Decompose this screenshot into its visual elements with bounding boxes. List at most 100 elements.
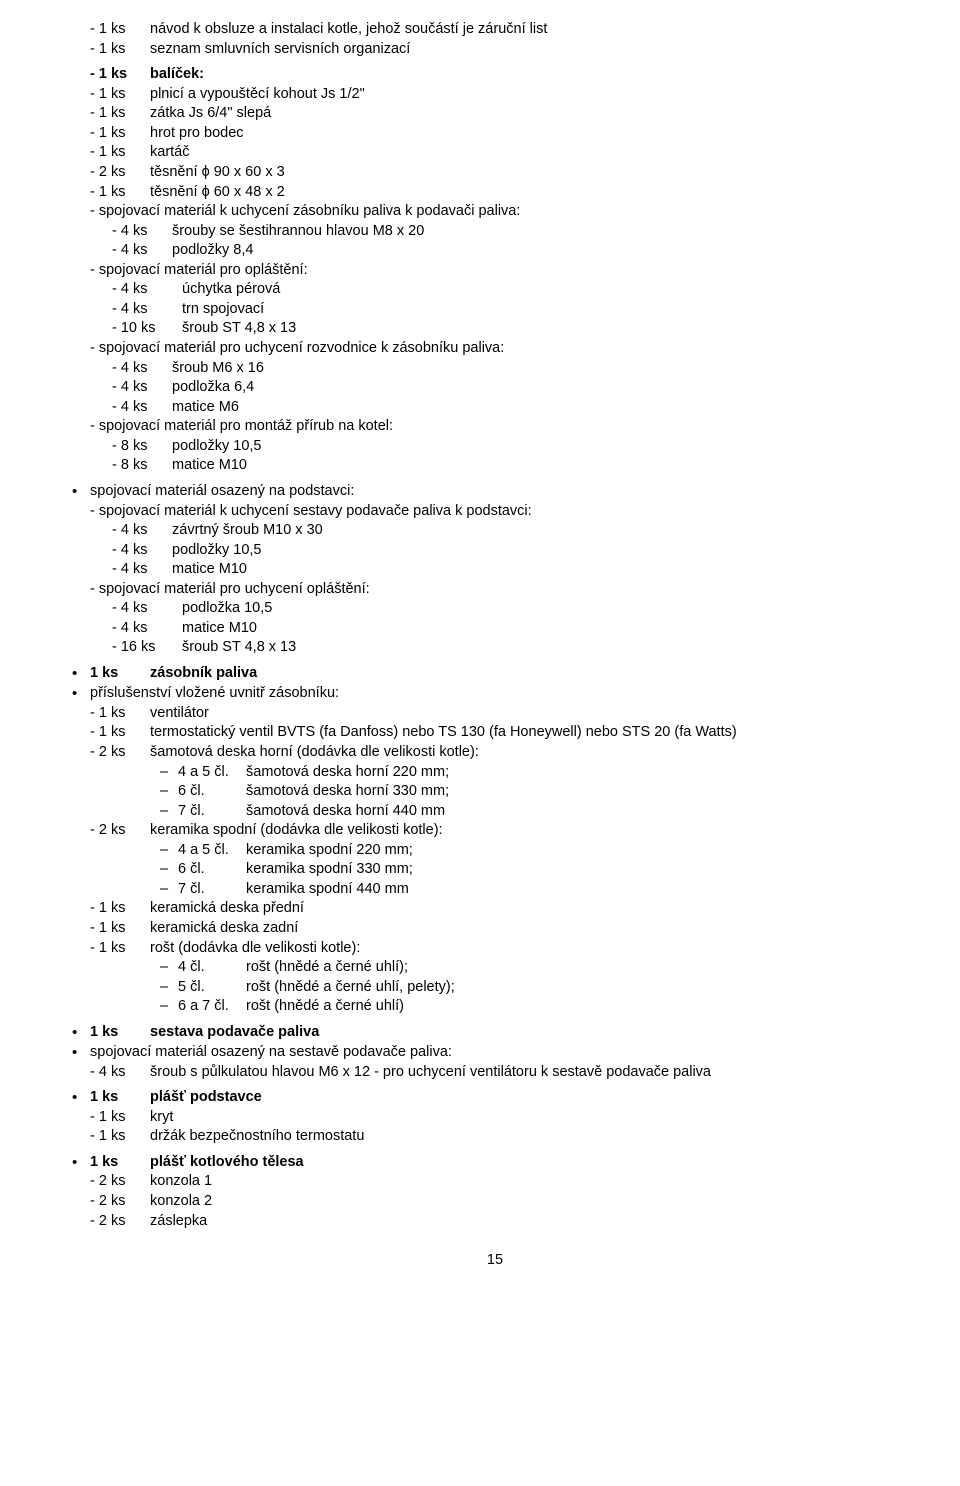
bullet-icon: •: [72, 1088, 90, 1108]
list-item: - 2 kskeramika spodní (dodávka dle velik…: [90, 821, 900, 841]
qty: - 4 ks: [90, 521, 172, 541]
desc: matice M6: [172, 398, 900, 418]
desc: kryt: [150, 1108, 900, 1128]
bullet-head: spojovací materiál osazený na sestavě po…: [90, 1043, 900, 1063]
qty: - 1 ks: [90, 919, 150, 939]
dash-icon: –: [160, 763, 178, 783]
sub-item: –4 čl.rošt (hnědé a černé uhlí);: [160, 958, 900, 978]
bullet-item: • spojovací materiál osazený na podstavc…: [72, 482, 900, 658]
list-item: - 4 kszávrtný šroub M10 x 30: [90, 521, 900, 541]
section-head: - spojovací materiál pro uchycení oplášt…: [90, 580, 900, 600]
qty: - 1 ks: [90, 939, 150, 959]
bullet-item: • 1 ks zásobník paliva: [72, 664, 900, 684]
desc: podložky 10,5: [172, 437, 900, 457]
qty: - 1 ks: [90, 1108, 150, 1128]
sub-qty: 4 a 5 čl.: [178, 763, 246, 783]
desc: zásobník paliva: [150, 664, 900, 684]
sub-item: –4 a 5 čl.keramika spodní 220 mm;: [160, 841, 900, 861]
bullet-item: • 1 ks sestava podavače paliva: [72, 1023, 900, 1043]
list-item: - 4 ksmatice M10: [90, 560, 900, 580]
sub-qty: 6 čl.: [178, 860, 246, 880]
desc: kartáč: [150, 143, 900, 163]
qty: - 4 ks: [90, 619, 182, 639]
desc: termostatický ventil BVTS (fa Danfoss) n…: [150, 723, 900, 743]
list-item: - 1 ks návod k obsluze a instalaci kotle…: [90, 20, 900, 40]
desc: těsnění ϕ 90 x 60 x 3: [150, 163, 900, 183]
qty: - 4 ks: [90, 241, 172, 261]
page-number: 15: [90, 1251, 900, 1271]
list-item: - 4 ksšroub s půlkulatou hlavou M6 x 12 …: [90, 1063, 900, 1083]
qty: - 2 ks: [90, 1192, 150, 1212]
desc: matice M10: [172, 456, 900, 476]
sub-desc: keramika spodní 330 mm;: [246, 860, 900, 880]
qty: - 1 ks: [90, 1127, 150, 1147]
desc: seznam smluvních servisních organizací: [150, 40, 900, 60]
list-item: - 2 kszáslepka: [90, 1212, 900, 1232]
desc: úchytka pérová: [182, 280, 900, 300]
qty: - 1 ks: [90, 704, 150, 724]
section-head: - spojovací materiál pro opláštění:: [90, 261, 900, 281]
qty: - 1 ks: [90, 183, 150, 203]
desc: záslepka: [150, 1212, 900, 1232]
sub-qty: 7 čl.: [178, 802, 246, 822]
list-item: - 1 kskeramická deska přední: [90, 899, 900, 919]
desc: podložky 10,5: [172, 541, 900, 561]
desc: sestava podavače paliva: [150, 1023, 900, 1043]
dash-icon: –: [160, 841, 178, 861]
desc: matice M10: [182, 619, 900, 639]
bullet-icon: •: [72, 482, 90, 502]
qty: 1 ks: [90, 664, 150, 684]
list-item: - 1 kskeramická deska zadní: [90, 919, 900, 939]
qty: - 1 ks: [90, 899, 150, 919]
list-item: - 2 kstěsnění ϕ 90 x 60 x 3: [90, 163, 900, 183]
desc: rošt (dodávka dle velikosti kotle):: [150, 939, 900, 959]
dash-icon: –: [160, 802, 178, 822]
list-item: - 4 kspodložky 8,4: [90, 241, 900, 261]
sub-qty: 4 a 5 čl.: [178, 841, 246, 861]
list-item: - 1 kskartáč: [90, 143, 900, 163]
sub-desc: rošt (hnědé a černé uhlí, pelety);: [246, 978, 900, 998]
qty: - 8 ks: [90, 437, 172, 457]
bullet-head: příslušenství vložené uvnitř zásobníku:: [90, 684, 900, 704]
desc: podložka 10,5: [182, 599, 900, 619]
sub-qty: 6 čl.: [178, 782, 246, 802]
sub-desc: šamotová deska horní 220 mm;: [246, 763, 900, 783]
list-item: - 4 kspodložka 10,5: [90, 599, 900, 619]
qty: 1 ks: [90, 1153, 150, 1173]
desc: plášť podstavce: [150, 1088, 900, 1108]
qty: - 4 ks: [90, 398, 172, 418]
desc: konzola 2: [150, 1192, 900, 1212]
qty: - 4 ks: [90, 541, 172, 561]
desc: podložka 6,4: [172, 378, 900, 398]
list-item: - 4 ksúchytka pérová: [90, 280, 900, 300]
list-item: - 1 kskryt: [90, 1108, 900, 1128]
list-item: - 4 kspodložky 10,5: [90, 541, 900, 561]
bullet-item: • 1 ks plášť kotlového tělesa - 2 kskonz…: [72, 1153, 900, 1231]
list-item: - 1 kshrot pro bodec: [90, 124, 900, 144]
list-item: - 1 kszátka Js 6/4" slepá: [90, 104, 900, 124]
desc: šrouby se šestihrannou hlavou M8 x 20: [172, 222, 900, 242]
qty: - 2 ks: [90, 743, 150, 763]
desc: keramika spodní (dodávka dle velikosti k…: [150, 821, 900, 841]
bullet-item: • příslušenství vložené uvnitř zásobníku…: [72, 684, 900, 1017]
bullet-icon: •: [72, 1043, 90, 1063]
list-item: - 8 kspodložky 10,5: [90, 437, 900, 457]
qty: - 1 ks: [90, 143, 150, 163]
qty: - 1 ks: [90, 20, 150, 40]
sub-qty: 7 čl.: [178, 880, 246, 900]
list-item: - 4 ksšroub M6 x 16: [90, 359, 900, 379]
sub-desc: keramika spodní 220 mm;: [246, 841, 900, 861]
list-item: - 2 kskonzola 2: [90, 1192, 900, 1212]
bullet-item: • 1 ks plášť podstavce - 1 kskryt- 1 ksd…: [72, 1088, 900, 1147]
desc: podložky 8,4: [172, 241, 900, 261]
desc: hrot pro bodec: [150, 124, 900, 144]
list-item: - 4 kspodložka 6,4: [90, 378, 900, 398]
sub-desc: šamotová deska horní 440 mm: [246, 802, 900, 822]
list-item: - 8 ksmatice M10: [90, 456, 900, 476]
bullet-item: • spojovací materiál osazený na sestavě …: [72, 1043, 900, 1082]
desc: šroub ST 4,8 x 13: [182, 319, 900, 339]
desc: závrtný šroub M10 x 30: [172, 521, 900, 541]
list-item: - 4 ksšrouby se šestihrannou hlavou M8 x…: [90, 222, 900, 242]
qty: - 2 ks: [90, 1212, 150, 1232]
qty: - 4 ks: [90, 378, 172, 398]
